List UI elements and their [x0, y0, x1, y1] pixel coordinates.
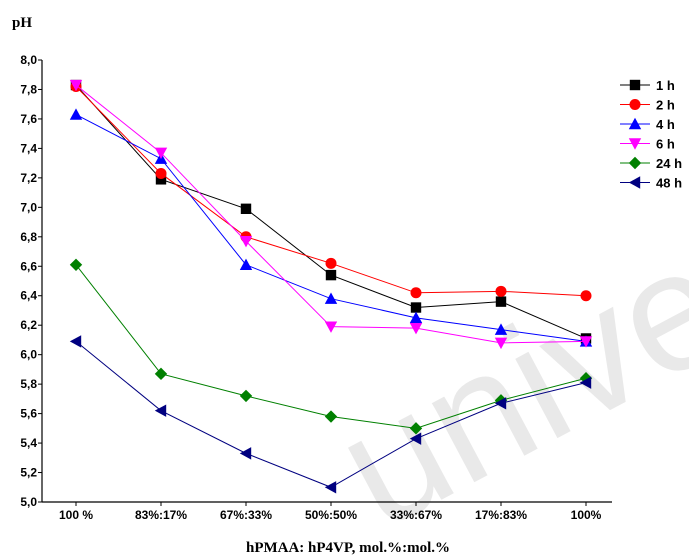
y-tick-label: 5,0	[20, 495, 37, 509]
x-axis-title: hPMAA: hP4VP, mol.%:mol.%	[246, 540, 450, 556]
data-point-2h	[325, 257, 337, 269]
data-point-2h	[495, 285, 507, 297]
y-tick-label: 7,6	[20, 112, 37, 126]
y-axis-title: pH	[12, 15, 32, 31]
data-point-48h	[579, 376, 592, 389]
y-tick-label: 6,6	[20, 259, 37, 273]
data-point-1h	[240, 203, 252, 215]
data-point-6h	[324, 321, 338, 333]
data-point-24h	[239, 389, 253, 403]
data-point-4h	[69, 108, 83, 120]
legend-item-24h: 24 h	[620, 156, 682, 171]
data-point-6h	[154, 147, 168, 160]
data-point-48h	[494, 397, 507, 410]
legend-label: 24 h	[656, 156, 682, 171]
y-tick-label: 6,4	[20, 289, 37, 303]
data-point-2h	[580, 290, 592, 302]
legend-marker	[628, 117, 642, 130]
y-tick-label: 6,8	[20, 230, 37, 244]
data-point-1h	[155, 174, 167, 185]
data-point-24h	[409, 422, 423, 435]
legend-item-2h: 2 h	[620, 98, 675, 113]
data-point-6h	[239, 236, 253, 248]
data-point-1h	[495, 296, 507, 307]
data-point-24h	[324, 410, 338, 423]
data-point-1h	[325, 269, 337, 281]
data-point-48h	[69, 335, 82, 348]
y-tick-label: 7,4	[20, 141, 37, 155]
data-point-6h	[409, 322, 423, 335]
data-point-24h	[154, 367, 168, 381]
data-point-24h	[69, 258, 83, 271]
data-point-6h	[494, 337, 508, 350]
legend-marker	[628, 138, 642, 150]
data-point-48h	[409, 432, 422, 445]
x-tick-label: 100%	[571, 508, 602, 522]
data-point-4h	[239, 258, 253, 270]
y-tick-label: 7,2	[20, 171, 37, 185]
legend-item-4h: 4 h	[620, 117, 675, 132]
data-point-4h	[494, 323, 508, 335]
y-tick-label: 7,8	[20, 82, 37, 96]
x-tick-label: 83%:17%	[135, 508, 187, 522]
y-tick-label: 7,0	[20, 200, 37, 214]
y-tick-label: 5,2	[20, 466, 37, 480]
data-point-48h	[154, 404, 167, 417]
data-point-2h	[155, 167, 167, 179]
y-tick-label: 5,8	[20, 377, 37, 391]
y-tick-label: 8,0	[20, 53, 37, 67]
data-point-48h	[239, 447, 252, 460]
y-tick-label: 5,6	[20, 407, 37, 421]
y-tick-label: 5,4	[20, 436, 37, 450]
legend-label: 1 h	[656, 78, 675, 93]
legend-label: 2 h	[656, 98, 675, 113]
x-tick-label: 100 %	[59, 508, 93, 522]
legend-label: 6 h	[656, 137, 675, 152]
legend-item-6h: 6 h	[620, 137, 675, 152]
y-tick-label: 6,0	[20, 348, 37, 362]
watermark: univer	[309, 180, 689, 560]
legend-marker	[629, 99, 641, 110]
data-point-6h	[69, 79, 83, 92]
legend-label: 48 h	[656, 176, 682, 191]
y-tick-label: 6,2	[20, 318, 37, 332]
series-6h	[69, 79, 593, 350]
x-ticks: 100 % 83%:17% 67%:33% 50%:50% 33%:67% 17%:83%…	[59, 502, 602, 522]
legend-marker	[628, 176, 641, 189]
legend: 1 h 2 h 4 h 6 h 24 h 48 h	[620, 78, 682, 191]
x-tick-label: 33%:67%	[390, 508, 442, 522]
y-ticks: 5,0 5,2 5,4 5,6 5,8 6,0 6,2 6,4 6,6 6,8 7,0 7,2 7,4 7…	[20, 53, 42, 509]
x-tick-label: 17%:83%	[475, 508, 527, 522]
x-tick-label: 67%:33%	[220, 508, 272, 522]
legend-marker	[628, 156, 642, 170]
series-layer	[69, 79, 593, 494]
legend-label: 4 h	[656, 117, 675, 132]
data-point-1h	[410, 302, 422, 313]
data-point-48h	[324, 481, 337, 494]
data-point-4h	[409, 311, 423, 324]
data-point-2h	[410, 287, 422, 299]
legend-item-48h: 48 h	[620, 176, 682, 191]
legend-marker	[629, 79, 641, 91]
legend-item-1h: 1 h	[620, 78, 675, 93]
x-tick-label: 50%:50%	[305, 508, 357, 522]
data-point-6h	[579, 336, 593, 348]
series-2h	[70, 81, 592, 302]
series-48h	[69, 335, 592, 494]
data-point-4h	[324, 292, 338, 304]
